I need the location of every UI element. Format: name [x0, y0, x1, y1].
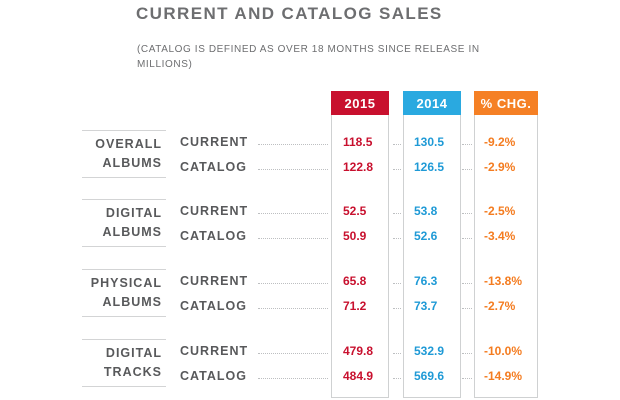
- leader-dots: [258, 144, 328, 145]
- value-change: -2.5%: [484, 204, 516, 218]
- chart-subtitle: (CATALOG IS DEFINED AS OVER 18 MONTHS SI…: [137, 44, 480, 70]
- leader-dots: [258, 283, 328, 284]
- category-label: DIGITAL ALBUMS: [103, 200, 162, 246]
- leader-dots: [462, 308, 472, 309]
- value-2015: 65.8: [343, 274, 367, 288]
- category-label-line: OVERALL: [95, 137, 162, 151]
- column-header-2014: 2014: [403, 91, 461, 115]
- leader-dots: [393, 238, 401, 239]
- category-label-line: TRACKS: [103, 365, 162, 379]
- leader-dots: [393, 144, 401, 145]
- value-change: -10.0%: [484, 344, 523, 358]
- leader-dots: [393, 169, 401, 170]
- value-change: -3.4%: [484, 229, 516, 243]
- column-header-2015: 2015: [331, 91, 389, 115]
- value-change: -2.7%: [484, 299, 516, 313]
- category-group: DIGITAL ALBUMS: [82, 199, 166, 247]
- row-label: CATALOG: [180, 160, 247, 174]
- value-2014: 130.5: [414, 135, 445, 149]
- leader-dots: [393, 213, 401, 214]
- leader-dots: [462, 353, 472, 354]
- value-2015: 479.8: [343, 344, 374, 358]
- category-label: OVERALL ALBUMS: [95, 131, 162, 177]
- value-2014: 52.6: [414, 229, 438, 243]
- category-label-line: PHYSICAL: [90, 276, 162, 290]
- leader-dots: [258, 378, 328, 379]
- row-label: CURRENT: [180, 344, 249, 358]
- value-2015: 71.2: [343, 299, 367, 313]
- value-2014: 532.9: [414, 344, 445, 358]
- category-label-line: ALBUMS: [102, 295, 162, 309]
- column-box-2015: [331, 115, 389, 398]
- column-box-chg: [474, 115, 538, 398]
- value-2014: 126.5: [414, 160, 445, 174]
- category-label: DIGITAL TRACKS: [104, 340, 162, 386]
- leader-dots: [462, 378, 472, 379]
- leader-dots: [462, 169, 472, 170]
- category-label-line: DIGITAL: [105, 346, 162, 360]
- category-group: DIGITAL TRACKS: [82, 339, 166, 387]
- leader-dots: [258, 213, 328, 214]
- column-box-2014: [403, 115, 461, 398]
- leader-dots: [393, 283, 401, 284]
- leader-dots: [258, 353, 328, 354]
- value-2015: 118.5: [343, 135, 373, 149]
- leader-dots: [393, 378, 401, 379]
- leader-dots: [393, 308, 401, 309]
- leader-dots: [462, 238, 472, 239]
- value-change: -9.2%: [484, 135, 516, 149]
- leader-dots: [258, 169, 328, 170]
- value-2015: 122.8: [343, 160, 374, 174]
- leader-dots: [258, 308, 328, 309]
- value-2014: 53.8: [414, 204, 438, 218]
- row-label: CURRENT: [180, 135, 249, 149]
- leader-dots: [258, 238, 328, 239]
- category-label-line: DIGITAL: [105, 206, 162, 220]
- leader-dots: [393, 353, 401, 354]
- row-label: CURRENT: [180, 274, 249, 288]
- category-group: PHYSICAL ALBUMS: [82, 269, 166, 317]
- row-label: CATALOG: [180, 229, 247, 243]
- leader-dots: [462, 283, 472, 284]
- category-label-line: ALBUMS: [102, 225, 162, 239]
- category-group: OVERALL ALBUMS: [82, 130, 166, 178]
- value-change: -2.9%: [484, 160, 516, 174]
- value-2015: 484.9: [343, 369, 374, 383]
- row-label: CATALOG: [180, 369, 247, 383]
- row-label: CURRENT: [180, 204, 249, 218]
- value-change: -13.8%: [484, 274, 523, 288]
- value-2014: 76.3: [414, 274, 438, 288]
- chart-title: CURRENT AND CATALOG SALES: [136, 4, 443, 23]
- column-header-chg: % CHG.: [474, 91, 538, 115]
- category-label: PHYSICAL ALBUMS: [91, 270, 162, 316]
- value-2015: 50.9: [343, 229, 367, 243]
- value-2014: 73.7: [414, 299, 438, 313]
- value-2015: 52.5: [343, 204, 367, 218]
- leader-dots: [462, 213, 472, 214]
- value-2014: 569.6: [414, 369, 445, 383]
- value-change: -14.9%: [484, 369, 523, 383]
- row-label: CATALOG: [180, 299, 247, 313]
- leader-dots: [462, 144, 472, 145]
- category-label-line: ALBUMS: [102, 156, 162, 170]
